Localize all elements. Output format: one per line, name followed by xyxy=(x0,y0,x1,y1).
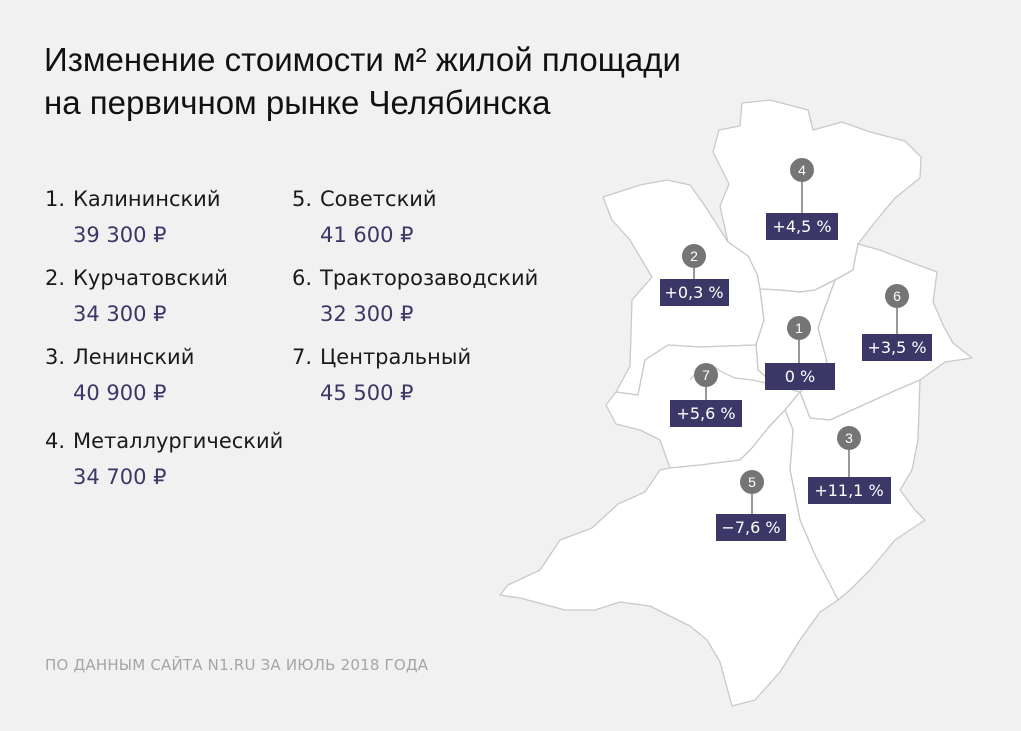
district-price: 40 900 ₽ xyxy=(73,381,167,405)
marker-tsentralny: 7 +5,6 % xyxy=(670,363,742,427)
district-price: 34 700 ₽ xyxy=(73,465,167,489)
source-note: ПО ДАННЫМ САЙТА N1.RU ЗА ИЮЛЬ 2018 ГОДА xyxy=(45,656,429,674)
district-number: 5. xyxy=(292,187,313,211)
district-number: 7. xyxy=(292,345,313,369)
district-price: 45 500 ₽ xyxy=(320,381,414,405)
district-item-metallurgichesky: 4. Металлургический 34 700 ₽ xyxy=(45,428,283,490)
change-label: 0 % xyxy=(785,367,815,386)
marker-number: 7 xyxy=(702,367,710,383)
change-label-bg xyxy=(766,213,838,240)
district-name: Советский xyxy=(320,187,437,211)
district-price: 39 300 ₽ xyxy=(73,223,167,247)
district-name: Калининский xyxy=(73,187,221,211)
district-item-kurchatovsky: 2. Курчатовский 34 300 ₽ xyxy=(45,265,228,327)
district-number: 6. xyxy=(292,266,313,290)
district-number: 4. xyxy=(45,429,66,453)
marker-kalininsky: 1 0 % xyxy=(765,316,835,390)
district-number: 3. xyxy=(45,345,66,369)
district-item-kalininsky: 1. Калининский 39 300 ₽ xyxy=(45,186,220,248)
marker-number: 4 xyxy=(798,162,806,178)
marker-number: 6 xyxy=(893,288,901,304)
change-label: +11,1 % xyxy=(814,481,883,500)
change-label: +0,3 % xyxy=(664,283,723,302)
district-item-traktorozavodsky: 6. Тракторозаводский 32 300 ₽ xyxy=(292,265,538,327)
marker-traktorozavodsky: 6 +3,5 % xyxy=(862,284,932,361)
marker-number: 3 xyxy=(845,430,853,446)
district-name: Курчатовский xyxy=(73,266,228,290)
district-item-sovetsky: 5. Советский 41 600 ₽ xyxy=(292,186,437,248)
district-price: 32 300 ₽ xyxy=(320,302,414,326)
change-label: +4,5 % xyxy=(772,217,831,236)
title-line-2: на первичном рынке Челябинска xyxy=(44,84,551,121)
marker-leninsky: 3 +11,1 % xyxy=(808,426,891,504)
marker-number: 2 xyxy=(690,248,698,264)
marker-kurchatovsky: 2 +0,3 % xyxy=(660,244,729,306)
district-price: 41 600 ₽ xyxy=(320,223,414,247)
district-price: 34 300 ₽ xyxy=(73,302,167,326)
change-label: −7,6 % xyxy=(721,518,780,537)
marker-number: 5 xyxy=(748,474,756,490)
district-item-tsentralny: 7. Центральный 45 500 ₽ xyxy=(292,344,471,406)
district-name: Центральный xyxy=(320,345,472,369)
district-name: Металлургический xyxy=(73,429,284,453)
district-item-leninsky: 3. Ленинский 40 900 ₽ xyxy=(45,344,194,406)
marker-circle xyxy=(790,158,814,182)
change-label: +5,6 % xyxy=(676,404,735,423)
title-line-1: Изменение стоимости м² жилой площади xyxy=(44,41,681,78)
change-label: +3,5 % xyxy=(867,338,926,357)
district-name: Тракторозаводский xyxy=(320,266,539,290)
marker-sovetsky: 5 −7,6 % xyxy=(716,470,786,541)
district-number: 1. xyxy=(45,187,66,211)
page-title: Изменение стоимости м² жилой площади на … xyxy=(44,38,681,124)
district-name: Ленинский xyxy=(73,345,195,369)
marker-number: 1 xyxy=(795,320,803,336)
district-number: 2. xyxy=(45,266,66,290)
marker-metallurgichesky: 4 +4,5 % xyxy=(766,158,838,240)
